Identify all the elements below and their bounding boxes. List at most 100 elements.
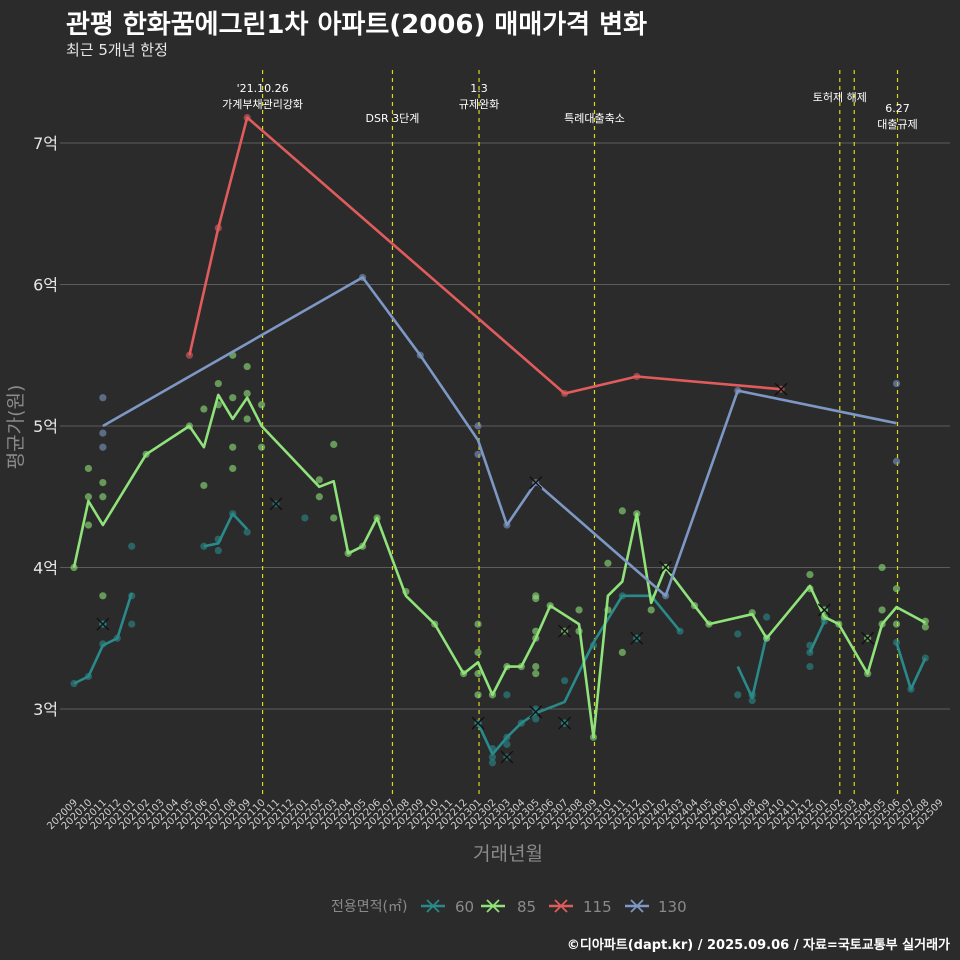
series-line bbox=[188, 116, 782, 395]
axis-layer: 3억4억5억6억7억202009202010202011202012202101… bbox=[5, 134, 946, 865]
data-point bbox=[84, 521, 93, 529]
data-point bbox=[575, 606, 583, 614]
series-line bbox=[203, 512, 249, 548]
y-axis-title: 평균가(원) bbox=[5, 385, 27, 470]
data-point bbox=[734, 630, 742, 638]
data-point bbox=[257, 443, 266, 451]
data-point bbox=[229, 464, 237, 473]
event-label: 토허제 해제 bbox=[813, 90, 867, 104]
data-point bbox=[229, 394, 237, 402]
data-x-mark bbox=[558, 624, 572, 638]
y-tick-label: 4억 bbox=[33, 559, 58, 578]
data-point bbox=[806, 570, 814, 579]
chart-caption: ©디아파트(dapt.kr) / 2025.09.06 / 자료=국토교통부 실… bbox=[566, 938, 950, 953]
data-x-mark bbox=[630, 631, 644, 645]
data-point bbox=[84, 493, 93, 501]
data-point bbox=[503, 740, 511, 748]
data-point bbox=[243, 415, 251, 423]
data-point bbox=[330, 440, 338, 448]
series-115 bbox=[185, 113, 788, 398]
y-tick-label: 3억 bbox=[33, 700, 58, 719]
data-point bbox=[892, 379, 901, 388]
legend-key-x-icon bbox=[554, 899, 568, 913]
series-layer bbox=[70, 113, 929, 767]
chart-subtitle: 최근 5개년 한정 bbox=[66, 41, 168, 59]
legend-key-x-icon bbox=[486, 899, 500, 913]
data-point bbox=[200, 542, 208, 550]
data-point bbox=[734, 691, 742, 699]
data-x-mark bbox=[659, 561, 673, 574]
chart-title: 관평 한화꿈에그린1차 아파트(2006) 매매가격 변화 bbox=[66, 10, 647, 40]
data-point bbox=[878, 563, 886, 572]
data-point bbox=[618, 507, 626, 515]
data-x-mark bbox=[529, 705, 543, 719]
data-point bbox=[301, 514, 309, 522]
series-line bbox=[72, 393, 927, 739]
data-point bbox=[474, 691, 482, 699]
data-point bbox=[99, 394, 107, 402]
data-x-mark bbox=[96, 617, 110, 631]
event-label: 1.3 bbox=[470, 82, 488, 95]
grid-layer bbox=[60, 142, 950, 710]
data-point bbox=[243, 362, 251, 371]
data-x-mark bbox=[471, 716, 485, 730]
data-point bbox=[532, 662, 540, 671]
event-label: '21.10.26 bbox=[237, 82, 289, 95]
data-point bbox=[474, 620, 482, 628]
series-line bbox=[73, 592, 133, 685]
legend-label-60: 60 bbox=[455, 898, 474, 916]
data-point bbox=[200, 405, 208, 413]
legend-title: 전용면적(㎡) bbox=[331, 899, 407, 915]
series-line bbox=[476, 594, 682, 756]
data-point bbox=[214, 546, 222, 555]
y-tick-label: 5억 bbox=[33, 417, 58, 436]
legend-label-85: 85 bbox=[517, 898, 536, 916]
data-point bbox=[474, 648, 482, 657]
data-point bbox=[99, 479, 107, 487]
series-line bbox=[808, 620, 826, 653]
series-60 bbox=[70, 497, 929, 767]
series-130 bbox=[99, 273, 901, 600]
legend-label-130: 130 bbox=[658, 898, 687, 916]
x-axis-title: 거래년월 bbox=[473, 843, 543, 865]
data-point bbox=[214, 379, 222, 388]
legend-key-x-icon bbox=[630, 899, 644, 913]
series-line bbox=[102, 276, 897, 598]
data-point bbox=[561, 677, 569, 685]
data-x-mark bbox=[558, 716, 572, 730]
series-line bbox=[736, 635, 768, 699]
data-point bbox=[763, 613, 771, 621]
data-x-mark bbox=[529, 476, 543, 490]
data-point bbox=[99, 493, 107, 501]
event-label: 대출규제 bbox=[877, 118, 917, 131]
data-x-mark bbox=[500, 750, 514, 764]
data-point bbox=[488, 759, 497, 767]
y-tick-label: 7억 bbox=[33, 134, 58, 153]
data-point bbox=[330, 514, 338, 522]
data-point bbox=[128, 542, 136, 550]
data-point bbox=[84, 464, 93, 473]
data-point bbox=[99, 592, 107, 600]
data-point bbox=[257, 401, 266, 409]
legend-key-x-icon bbox=[426, 899, 440, 913]
data-point bbox=[243, 389, 251, 398]
data-point bbox=[647, 606, 655, 614]
data-point bbox=[474, 670, 482, 678]
data-point bbox=[315, 476, 323, 484]
data-point bbox=[503, 691, 511, 699]
data-x-mark bbox=[861, 631, 875, 645]
data-point bbox=[315, 493, 323, 501]
data-point bbox=[128, 620, 136, 628]
data-point bbox=[618, 648, 626, 657]
event-label: DSR 3단계 bbox=[366, 112, 420, 125]
data-point bbox=[892, 457, 901, 465]
data-point bbox=[921, 623, 929, 631]
data-point bbox=[99, 429, 107, 437]
data-point bbox=[200, 481, 208, 490]
event-label: 가계부채관리강화 bbox=[222, 98, 303, 111]
series-line bbox=[895, 642, 927, 691]
data-point bbox=[604, 559, 612, 567]
legend-label-115: 115 bbox=[583, 898, 612, 916]
